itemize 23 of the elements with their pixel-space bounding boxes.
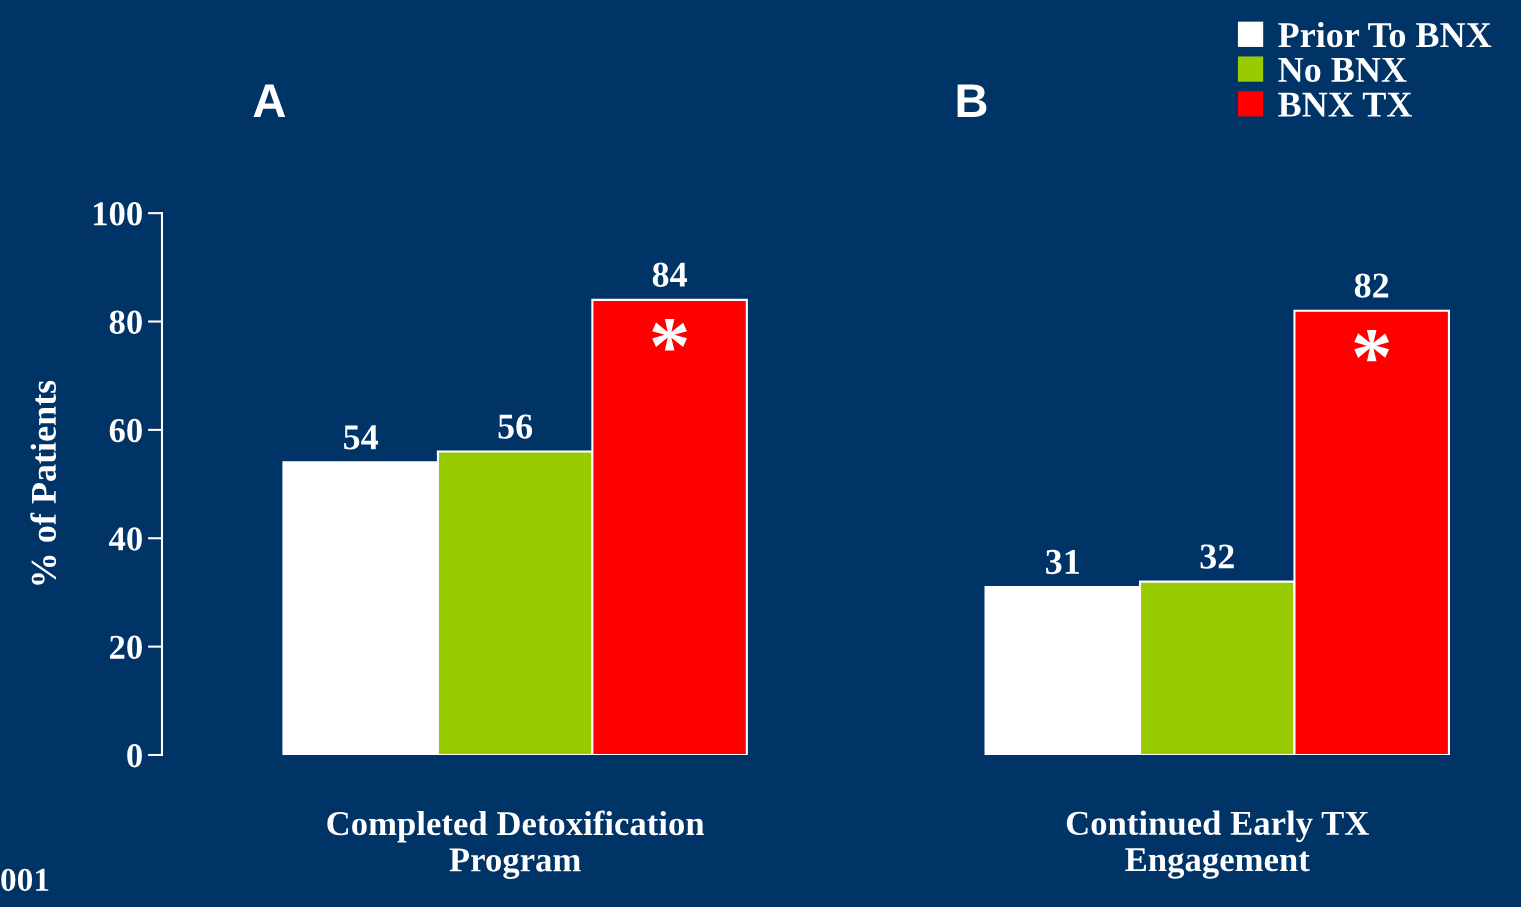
y-axis-title: % of Patients (30, 380, 57, 585)
y-tick-label: 100 (93, 202, 142, 226)
y-tick-label: 80 (109, 310, 142, 334)
data-label: 56 (498, 414, 533, 439)
data-label: 32 (1200, 544, 1234, 569)
text: B (957, 84, 987, 117)
x-tick-label: Continued Early TX Engagement (1066, 810, 1369, 879)
data-label: 54 (344, 425, 379, 450)
data-label: 84 (652, 262, 687, 287)
legend-label: No BNX (1278, 58, 1407, 83)
y-tick-label: 60 (109, 418, 142, 443)
legend-label: Prior To BNX (1278, 21, 1492, 48)
legend-label: BNX TX (1278, 92, 1413, 117)
text: 001 (1, 868, 49, 892)
text: A (253, 84, 286, 117)
annotation: * (1354, 329, 1390, 362)
data-label: 31 (1046, 549, 1079, 575)
annotation: * (652, 319, 687, 351)
data-label: 82 (1354, 273, 1389, 298)
x-tick-label: Completed Detoxification Program (327, 810, 705, 879)
y-tick-label: 0 (127, 743, 142, 768)
y-tick-label: 20 (109, 635, 142, 660)
y-tick-label: 40 (108, 527, 142, 551)
